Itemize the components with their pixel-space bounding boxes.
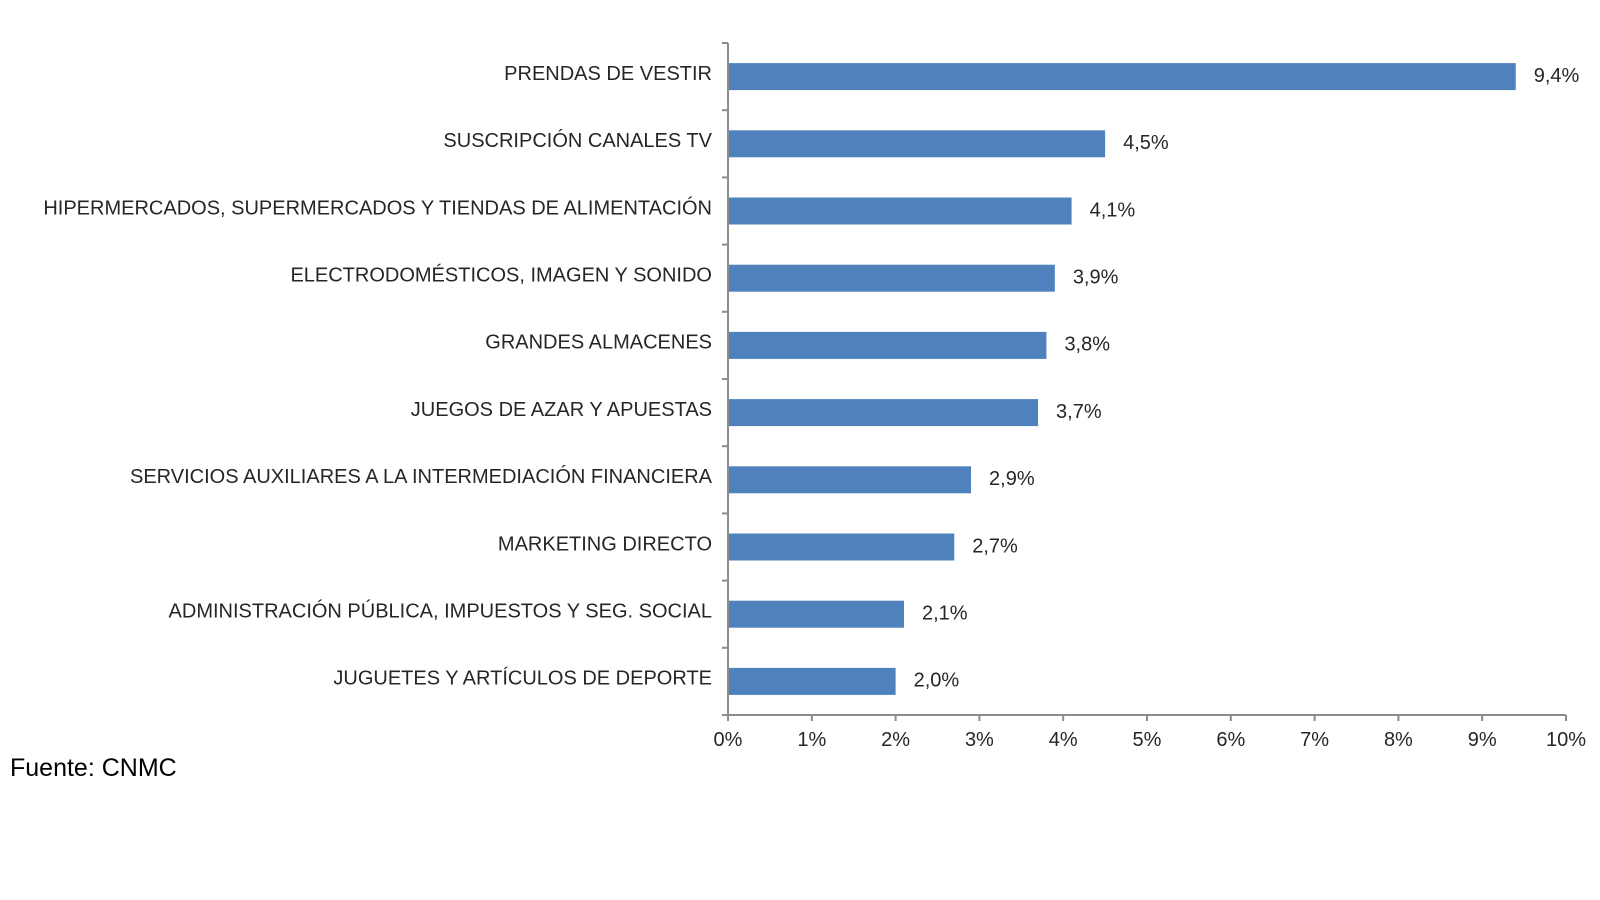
category-label: SERVICIOS AUXILIARES A LA INTERMEDIACIÓN… (130, 465, 713, 488)
x-tick-label: 10% (1546, 729, 1586, 751)
bars-layer (728, 63, 1516, 695)
bar-chart: PRENDAS DE VESTIR 9,4% SUSCRIPCIÓN CANALES… (43, 42, 1586, 751)
x-tick-label: 5% (1133, 729, 1162, 751)
x-tick-label: 1% (797, 729, 826, 751)
value-label: 4,1% (1090, 199, 1136, 221)
category-label: GRANDES ALMACENES (485, 332, 712, 354)
x-tick-label: 8% (1384, 729, 1413, 751)
bar (728, 331, 1047, 359)
bar (728, 197, 1072, 225)
category-label: JUEGOS DE AZAR Y APUESTAS (411, 399, 712, 421)
bar (728, 264, 1055, 292)
bar (728, 466, 972, 494)
x-tick-label: 3% (965, 729, 994, 751)
x-tick-label: 0% (714, 729, 743, 751)
x-tick-label: 7% (1300, 729, 1329, 751)
category-label: PRENDAS DE VESTIR (504, 63, 712, 85)
x-tick-label: 2% (881, 729, 910, 751)
category-label: JUGUETES Y ARTÍCULOS DE DEPORTE (333, 667, 712, 690)
category-label: HIPERMERCADOS, SUPERMERCADOS Y TIENDAS D… (43, 196, 712, 219)
value-label: 2,0% (914, 670, 960, 692)
bar (728, 667, 896, 695)
value-label: 9,4% (1534, 65, 1580, 87)
x-tick-label: 6% (1216, 729, 1245, 751)
category-label: ADMINISTRACIÓN PÚBLICA, IMPUESTOS Y SEG.… (169, 599, 712, 622)
value-label: 2,1% (922, 602, 968, 624)
axes-layer (722, 42, 1567, 721)
bar (728, 533, 955, 561)
value-label: 3,9% (1073, 266, 1119, 288)
value-label: 3,8% (1064, 334, 1110, 356)
x-tick-label: 9% (1468, 729, 1497, 751)
value-label: 2,9% (989, 468, 1035, 490)
value-label: 4,5% (1123, 132, 1169, 154)
bar (728, 63, 1516, 91)
value-label: 2,7% (972, 535, 1018, 557)
category-label: ELECTRODOMÉSTICOS, IMAGEN Y SONIDO (290, 263, 712, 286)
x-tick-label: 4% (1049, 729, 1078, 751)
value-label: 3,7% (1056, 401, 1102, 423)
bar (728, 399, 1039, 427)
category-label: MARKETING DIRECTO (498, 533, 712, 555)
category-label: SUSCRIPCIÓN CANALES TV (443, 129, 712, 152)
labels-layer: PRENDAS DE VESTIR 9,4% SUSCRIPCIÓN CANALES… (43, 63, 1586, 751)
bar (728, 600, 904, 628)
bar (728, 130, 1106, 158)
source-note: Fuente: CNMC (10, 754, 177, 782)
